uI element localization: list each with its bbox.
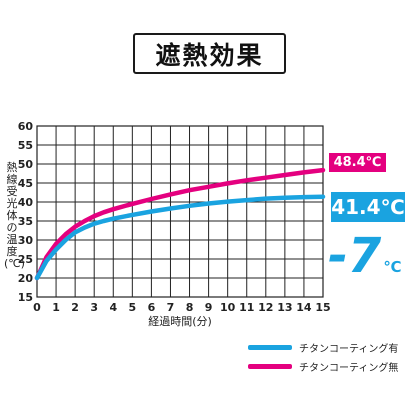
- temperature-difference: -7 ℃: [328, 226, 418, 282]
- x-tick-label: 0: [33, 301, 41, 314]
- series-line-uncoated: [34, 167, 326, 281]
- series-line-coated: [34, 194, 326, 281]
- title-box: 遮熱効果: [133, 33, 286, 74]
- y-tick-label: 15: [18, 291, 33, 304]
- y-tick-label: 40: [18, 196, 34, 209]
- coated-temperature-badge: 41.4℃: [331, 192, 405, 222]
- x-tick-label: 2: [71, 301, 79, 314]
- x-tick-label: 13: [277, 301, 292, 314]
- uncoated-temperature-badge: 48.4℃: [329, 153, 386, 172]
- x-tick-label: 4: [109, 301, 117, 314]
- y-axis-label: 熱線受光体の温度(℃): [4, 161, 25, 270]
- chart-title: 遮熱効果: [155, 40, 264, 70]
- legend-label-uncoated: チタンコーティング無: [299, 362, 399, 374]
- x-tick-label: 9: [205, 301, 213, 314]
- legend-label-coated: チタンコーティング有: [299, 343, 399, 355]
- y-tick-label: 35: [18, 215, 33, 228]
- legend-item-uncoated: チタンコーティング無: [248, 358, 398, 374]
- x-tick-label: 6: [148, 301, 156, 314]
- x-tick-label: 8: [186, 301, 194, 314]
- x-tick-label: 11: [239, 301, 254, 314]
- legend-item-coated: チタンコーティング有: [248, 339, 398, 355]
- y-tick-label: 60: [18, 120, 34, 133]
- y-tick-label: 20: [18, 272, 34, 285]
- y-tick-label: 25: [18, 253, 33, 266]
- x-tick-label: 12: [258, 301, 273, 314]
- x-tick-label: 1: [52, 301, 60, 314]
- x-tick-label: 7: [167, 301, 175, 314]
- y-tick-label: 45: [18, 177, 33, 190]
- y-tick-label: 50: [18, 158, 34, 171]
- x-tick-label: 10: [220, 301, 236, 314]
- y-tick-label: 30: [18, 234, 34, 247]
- legend-swatch-uncoated: [248, 363, 292, 369]
- x-axis-label: 経過時間(分): [148, 315, 212, 328]
- plot-frame: [36, 125, 324, 298]
- legend-swatch-coated: [248, 344, 292, 350]
- x-tick-label: 5: [129, 301, 137, 314]
- difference-unit: ℃: [383, 258, 402, 276]
- y-tick-label: 55: [18, 139, 33, 152]
- x-tick-label: 15: [315, 301, 330, 314]
- x-tick-label: 3: [90, 301, 98, 314]
- x-tick-label: 14: [296, 301, 312, 314]
- difference-value: -7: [328, 228, 382, 284]
